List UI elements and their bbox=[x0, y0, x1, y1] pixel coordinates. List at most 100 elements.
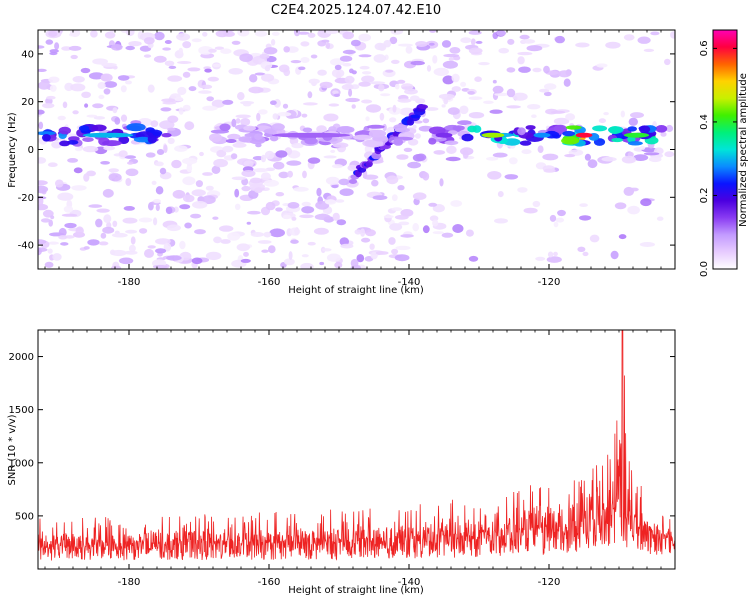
heatmap-cell bbox=[656, 216, 664, 221]
heatmap-cell bbox=[235, 118, 241, 124]
heatmap-cell bbox=[286, 160, 302, 166]
heatmap-cell bbox=[474, 76, 482, 82]
heatmap-cell bbox=[398, 221, 410, 226]
heatmap-cell bbox=[133, 136, 152, 143]
heatmap-cell bbox=[125, 30, 135, 37]
heatmap-cell bbox=[61, 46, 72, 51]
heatmap-cell bbox=[393, 138, 404, 146]
heatmap-cell bbox=[182, 194, 195, 203]
heatmap-cell bbox=[412, 192, 427, 200]
x-tick-label: -180 bbox=[118, 577, 141, 588]
heatmap-cell bbox=[389, 36, 398, 45]
heatmap-cell bbox=[506, 67, 516, 73]
heatmap-cell bbox=[549, 214, 557, 222]
heatmap-cell bbox=[122, 217, 138, 224]
heatmap-cell bbox=[446, 95, 452, 100]
heatmap-cell bbox=[375, 251, 389, 255]
heatmap-cell bbox=[415, 41, 428, 47]
heatmap-cell bbox=[167, 127, 176, 131]
heatmap-cell bbox=[70, 54, 78, 60]
heatmap-cell bbox=[277, 112, 292, 117]
heatmap-cell bbox=[468, 96, 483, 100]
heatmap-cell bbox=[234, 203, 241, 210]
heatmap-cell bbox=[219, 123, 231, 132]
heatmap-cell bbox=[213, 158, 229, 168]
heatmap-cell bbox=[598, 118, 607, 124]
heatmap-cell bbox=[303, 102, 318, 106]
heatmap-cell bbox=[125, 45, 135, 51]
heatmap-cell bbox=[655, 125, 668, 133]
heatmap-cell bbox=[265, 201, 276, 211]
heatmap-cell bbox=[225, 139, 237, 143]
heatmap-cell bbox=[260, 172, 271, 181]
heatmap-cell bbox=[300, 57, 310, 63]
heatmap-cell bbox=[174, 145, 188, 152]
heatmap-cell bbox=[412, 223, 420, 232]
heatmap-cell bbox=[256, 112, 261, 122]
snr-y-ticks: 500 1000 1500 2000 bbox=[9, 352, 675, 522]
heatmap-cell bbox=[331, 164, 343, 169]
heatmap-cell bbox=[325, 176, 340, 185]
heatmap-cell bbox=[639, 145, 646, 150]
heatmap-cell bbox=[138, 217, 153, 223]
heatmap-cell bbox=[670, 31, 675, 39]
heatmap-cell bbox=[324, 30, 339, 34]
heatmap-cell bbox=[519, 140, 532, 146]
heatmap-cell bbox=[519, 34, 530, 40]
heatmap-cell bbox=[543, 168, 556, 173]
heatmap-cell bbox=[108, 168, 119, 173]
heatmap-cell bbox=[428, 202, 438, 207]
heatmap-cell bbox=[521, 149, 532, 155]
heatmap-cell bbox=[433, 67, 449, 76]
heatmap-cell bbox=[543, 91, 552, 97]
heatmap-cell bbox=[75, 226, 84, 236]
heatmap-cell bbox=[269, 135, 279, 142]
heatmap-cell bbox=[403, 147, 413, 152]
heatmap-cell bbox=[171, 159, 182, 169]
heatmap-cell bbox=[209, 133, 222, 143]
heatmap-cell bbox=[506, 88, 516, 98]
heatmap-cell bbox=[323, 155, 337, 159]
heatmap-cell bbox=[300, 41, 310, 47]
heatmap-cell bbox=[422, 172, 430, 181]
heatmap-cell bbox=[125, 178, 132, 186]
heatmap-cell bbox=[398, 43, 413, 47]
heatmap-cell bbox=[182, 41, 192, 49]
heatmap-cells bbox=[38, 30, 675, 269]
heatmap-cell bbox=[246, 221, 251, 225]
heatmap-cell bbox=[84, 103, 89, 108]
heatmap-cell bbox=[147, 245, 156, 249]
heatmap-cell bbox=[159, 167, 167, 175]
heatmap-cell bbox=[243, 125, 256, 131]
heatmap-cell bbox=[63, 205, 74, 213]
heatmap-cell bbox=[71, 185, 87, 191]
heatmap-cell bbox=[100, 232, 107, 239]
heatmap-cell bbox=[92, 58, 108, 65]
heatmap-cell bbox=[531, 114, 537, 118]
heatmap-cell bbox=[589, 234, 600, 243]
heatmap-cell bbox=[287, 170, 293, 178]
heatmap-cell bbox=[555, 217, 565, 223]
heatmap-cell bbox=[400, 234, 414, 238]
heatmap-cell bbox=[184, 121, 195, 131]
heatmap-cell bbox=[546, 256, 562, 263]
heatmap-cell bbox=[428, 138, 437, 145]
heatmap-cell bbox=[182, 157, 198, 165]
heatmap-cell bbox=[370, 251, 378, 260]
heatmap-cell bbox=[112, 65, 118, 70]
heatmap-cell bbox=[498, 47, 510, 54]
y-tick-label: 0 bbox=[28, 145, 34, 156]
heatmap-cell bbox=[526, 45, 543, 52]
heatmap-cell bbox=[380, 93, 391, 97]
heatmap-cell bbox=[359, 65, 370, 70]
heatmap-cell bbox=[304, 137, 318, 145]
heatmap-cell bbox=[339, 55, 353, 62]
heatmap-cell bbox=[58, 126, 71, 135]
heatmap-cell bbox=[98, 241, 109, 246]
heatmap-cell bbox=[432, 219, 439, 227]
heatmap-cell bbox=[208, 48, 217, 53]
heatmap-cell bbox=[194, 229, 206, 235]
heatmap-cell bbox=[508, 157, 518, 165]
colorbar-tick-label: 0.6 bbox=[699, 40, 710, 56]
heatmap-cell bbox=[301, 113, 308, 118]
